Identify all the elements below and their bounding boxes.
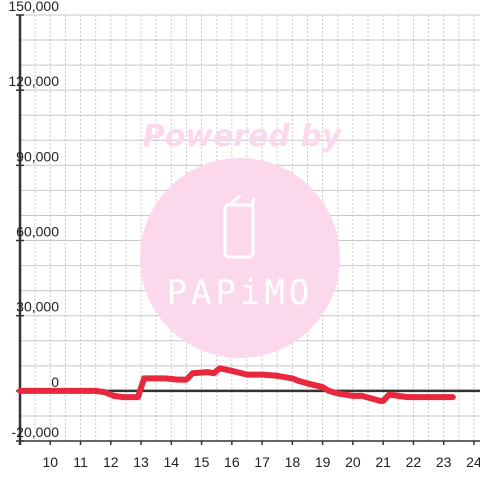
data-point	[111, 393, 117, 399]
data-point	[190, 370, 195, 376]
watermark-text: Powered by	[143, 119, 343, 154]
data-point	[217, 365, 223, 371]
watermark: Powered by PAPiMO	[140, 119, 343, 358]
x-tick-label: 21	[375, 454, 391, 470]
data-point	[135, 394, 141, 400]
data-point	[441, 394, 447, 400]
data-point	[305, 380, 310, 386]
tick-labels: -20,000 0 30,000 60,000 90,000 120,000 150,000…	[8, 0, 480, 470]
data-point	[93, 388, 99, 394]
x-tick-label: 12	[103, 454, 119, 470]
data-point	[395, 393, 401, 399]
x-tick-label: 20	[345, 454, 361, 470]
data-point	[17, 388, 23, 394]
data-point	[244, 372, 250, 378]
data-point	[162, 375, 168, 381]
watermark-brand: PAPiMO	[167, 273, 314, 313]
y-tick-label: 120,000	[8, 73, 59, 89]
data-point	[274, 373, 280, 379]
x-tick-label: 15	[194, 454, 210, 470]
data-point	[359, 393, 365, 399]
data-point	[259, 372, 265, 378]
data-point	[426, 394, 432, 400]
x-tick-label: 22	[406, 454, 422, 470]
x-tick-label: 14	[164, 454, 180, 470]
y-tick-label: 60,000	[16, 224, 59, 240]
data-point	[404, 394, 410, 400]
y-tick-label: 0	[51, 374, 59, 390]
data-point	[350, 393, 356, 399]
data-point	[120, 394, 126, 400]
data-point	[205, 369, 211, 375]
data-point	[211, 370, 217, 376]
x-tick-label: 11	[73, 454, 88, 470]
x-tick-label: 10	[42, 454, 58, 470]
x-tick-label: 17	[254, 454, 270, 470]
data-point	[141, 375, 147, 381]
y-tick-label: 30,000	[16, 299, 59, 315]
x-tick-label: 24	[466, 454, 480, 470]
data-point	[320, 384, 326, 390]
data-point	[335, 390, 341, 396]
y-tick-label: 90,000	[16, 148, 59, 164]
y-tick-label: -20,000	[12, 424, 60, 440]
data-point	[380, 398, 386, 404]
x-tick-label: 18	[285, 454, 301, 470]
data-point	[289, 375, 295, 381]
data-point	[295, 378, 301, 384]
x-tick-label: 13	[133, 454, 149, 470]
data-point	[174, 377, 180, 383]
data-point	[183, 377, 189, 383]
data-point	[102, 389, 108, 395]
phone-icon	[223, 194, 256, 259]
series-layer	[17, 365, 456, 404]
data-point	[410, 394, 416, 400]
x-tick-label: 19	[315, 454, 331, 470]
data-point	[326, 388, 332, 394]
data-point	[386, 392, 392, 398]
data-point	[450, 394, 456, 400]
y-tick-label: 150,000	[8, 0, 59, 14]
x-tick-label: 23	[436, 454, 452, 470]
x-tick-label: 16	[224, 454, 240, 470]
data-point	[368, 395, 374, 401]
data-point	[229, 368, 235, 374]
